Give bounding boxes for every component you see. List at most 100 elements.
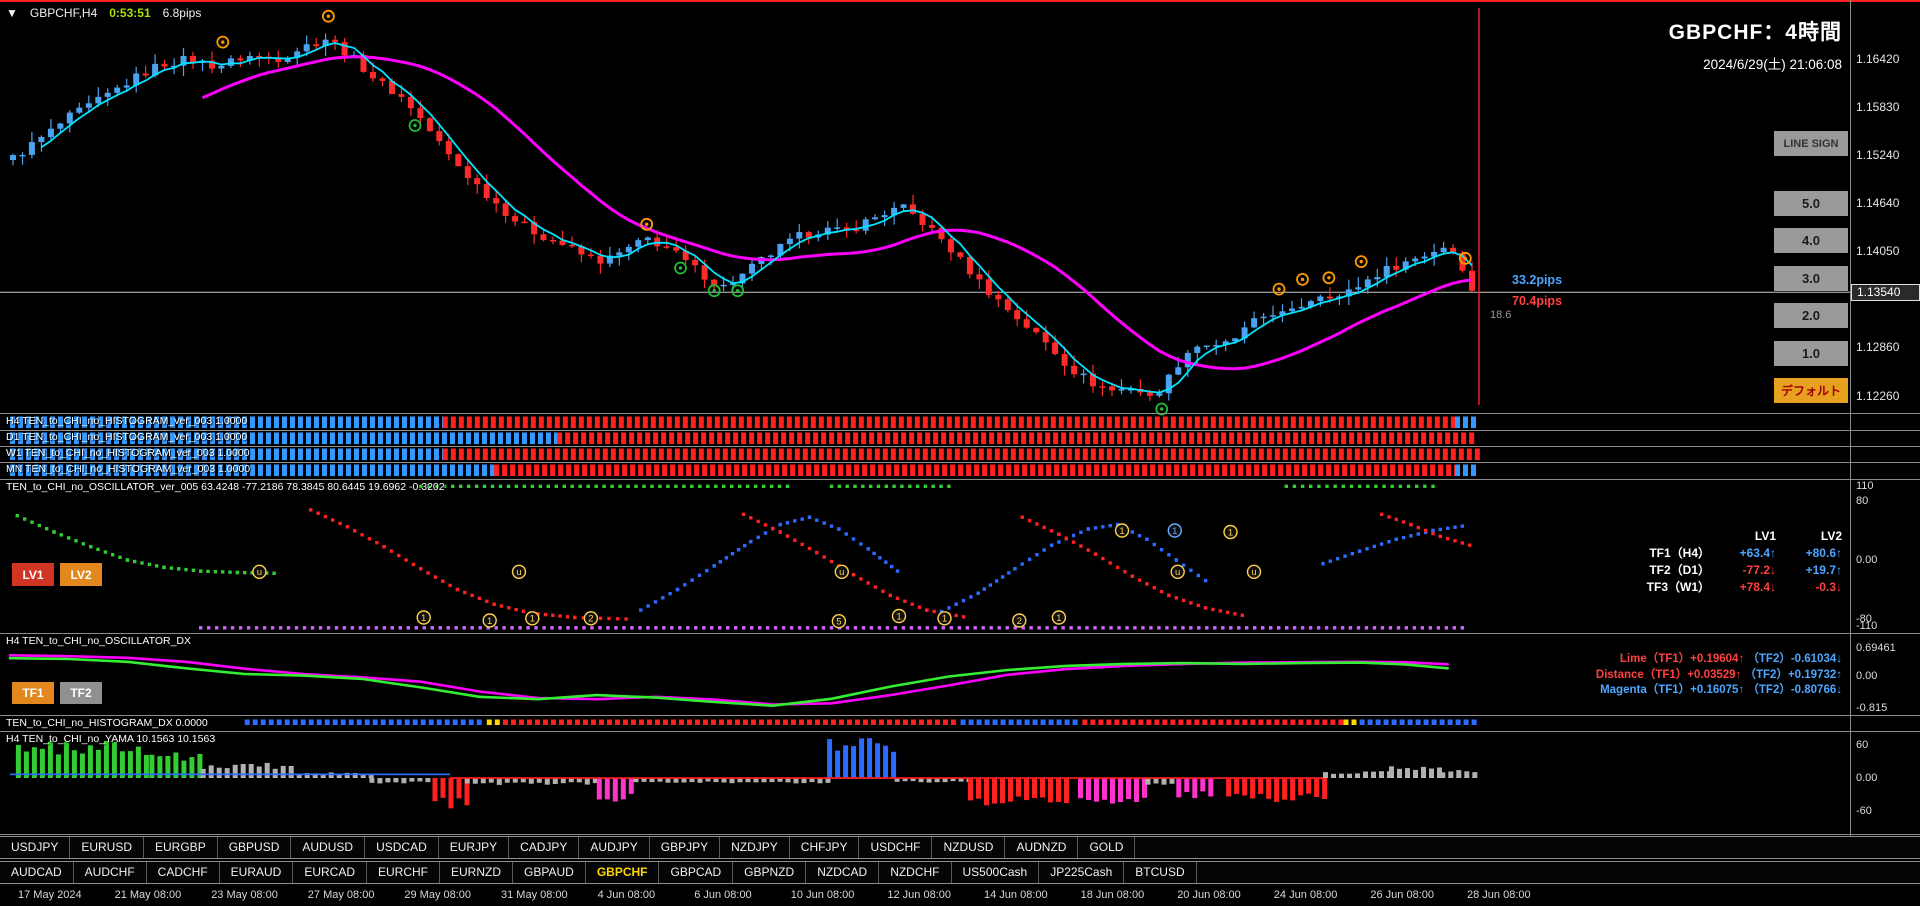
panel-divider	[0, 462, 1920, 463]
svg-text:1: 1	[1056, 613, 1061, 624]
symbol-tab-AUDUSD[interactable]: AUDUSD	[291, 837, 366, 858]
level-button-2-0[interactable]: 2.0	[1774, 303, 1848, 328]
date-label: 26 Jun 08:00	[1370, 889, 1435, 901]
tf1-button[interactable]: TF1	[12, 682, 54, 704]
symbol-tab-EURJPY[interactable]: EURJPY	[439, 837, 510, 858]
level-button-1-0[interactable]: 1.0	[1774, 341, 1848, 366]
price-scale-label: 1.16420	[1856, 52, 1900, 67]
default-button[interactable]: デフォルト	[1774, 378, 1848, 403]
svg-text:u: u	[257, 567, 262, 578]
indicator-scale-label: 0.69461	[1856, 642, 1896, 654]
window-top-accent	[0, 0, 1920, 2]
price-scale: 1.13540 1.16420 1.15830 1.15240 1.14640 1.14…	[1850, 0, 1920, 836]
symbol-tab-NZDCHF[interactable]: NZDCHF	[879, 862, 952, 883]
oscillator-table-cell: +80.6↑	[1805, 546, 1842, 560]
symbol-tab-USDCHF[interactable]: USDCHF	[859, 837, 933, 858]
panel-divider	[0, 479, 1920, 480]
symbol-tab-NZDCAD[interactable]: NZDCAD	[806, 862, 880, 883]
panel-divider	[0, 430, 1920, 431]
symbol-tab-NZDUSD[interactable]: NZDUSD	[932, 837, 1006, 858]
time-axis: 17 May 2024 21 May 08:00 23 May 08:00 27 Ma…	[0, 886, 1850, 906]
symbol-tab-GBPCHF[interactable]: GBPCHF	[586, 862, 660, 883]
svg-text:u: u	[1251, 567, 1256, 578]
svg-text:1: 1	[1228, 527, 1233, 538]
pips-below-label: 70.4pips	[1512, 294, 1563, 308]
dx-legend-line: Lime（TF1）+0.19604↑ （TF2）-0.61034↓	[1619, 653, 1842, 665]
symbol-tab-CADJPY[interactable]: CADJPY	[509, 837, 580, 858]
svg-text:1: 1	[487, 616, 492, 627]
oscillator-table-cell: +78.4↓	[1739, 580, 1776, 594]
lv1-button[interactable]: LV1	[12, 563, 54, 586]
symbol-tab-AUDJPY[interactable]: AUDJPY	[579, 837, 650, 858]
svg-text:1: 1	[1172, 526, 1177, 537]
dx-legend-line: Magenta（TF1）+0.16075↑ （TF2）-0.80766↓	[1600, 684, 1842, 696]
symbol-tab-BTCUSD[interactable]: BTCUSD	[1124, 862, 1197, 883]
oscillator-table-cell: LV2	[1820, 529, 1842, 543]
symbol-tab-USDJPY[interactable]: USDJPY	[0, 837, 71, 858]
chart-datetime: 2024/6/29(土) 21:06:08	[1703, 57, 1842, 72]
lv2-button[interactable]: LV2	[60, 563, 102, 586]
symbol-tab-GOLD[interactable]: GOLD	[1078, 837, 1136, 858]
indicator-scale-label: 0.00	[1856, 772, 1878, 784]
oscillator-table-cell: +63.4↑	[1739, 546, 1776, 560]
price-scale-label: 1.14640	[1856, 196, 1900, 211]
symbol-tab-CADCHF[interactable]: CADCHF	[147, 862, 220, 883]
symbol-tab-EURCHF[interactable]: EURCHF	[367, 862, 441, 883]
price-scale-label: 1.14050	[1856, 244, 1900, 259]
level-button-4-0[interactable]: 4.0	[1774, 228, 1848, 253]
candle-countdown: 0:53:51	[109, 6, 151, 20]
symbol-dropdown-icon[interactable]: ▼	[6, 6, 18, 20]
chart-title: GBPCHF：4時間	[1668, 21, 1842, 44]
symbol-tab-EURNZD[interactable]: EURNZD	[440, 862, 514, 883]
date-label: 6 Jun 08:00	[694, 889, 752, 901]
symbol-tab-USDCAD[interactable]: USDCAD	[365, 837, 439, 858]
symbol-tab-EURGBP[interactable]: EURGBP	[144, 837, 218, 858]
level-button-5-0[interactable]: 5.0	[1774, 191, 1848, 216]
symbol-tab-NZDJPY[interactable]: NZDJPY	[720, 837, 790, 858]
chart-symbol-info: ▼ GBPCHF,H4 0:53:51 6.8pips	[6, 6, 201, 20]
svg-text:1: 1	[1119, 526, 1124, 537]
line-sign-button[interactable]: LINE SIGN	[1774, 131, 1848, 156]
symbol-timeframe-label: GBPCHF,H4	[29, 6, 98, 20]
date-label: 27 May 08:00	[307, 889, 375, 901]
date-label: 21 May 08:00	[114, 889, 182, 901]
dx-legend-line: Distance（TF1）+0.03529↑ （TF2）+0.19732↑	[1595, 668, 1842, 681]
oscillator-table-cell: +19.7↑	[1805, 563, 1842, 577]
symbol-tab-EURUSD[interactable]: EURUSD	[70, 837, 145, 858]
symbol-tab-EURCAD[interactable]: EURCAD	[293, 862, 368, 883]
price-scale-label: 1.15240	[1856, 147, 1900, 162]
svg-text:5: 5	[836, 617, 841, 628]
panel-divider	[0, 446, 1920, 447]
dx-legend: Lime（TF1）+0.19604↑ （TF2）-0.61034↓ Distanc…	[1596, 652, 1842, 699]
indicator-title-oscillator-dx: H4 TEN_to_CHI_no_OSCILLATOR_DX	[6, 635, 192, 647]
indicator-title-histogram-h4: H4 TEN_to_CHI_no_HISTOGRAM_ver_003 1.000…	[6, 415, 248, 427]
symbol-tab-US500Cash[interactable]: US500Cash	[952, 862, 1040, 883]
date-label: 14 Jun 08:00	[984, 889, 1048, 901]
level-button-3-0[interactable]: 3.0	[1774, 266, 1848, 291]
symbol-tab-AUDNZD[interactable]: AUDNZD	[1005, 837, 1079, 858]
symbol-tab-GBPUSD[interactable]: GBPUSD	[218, 837, 292, 858]
indicator-scale-label: 110	[1856, 480, 1874, 492]
symbol-tab-AUDCHF[interactable]: AUDCHF	[74, 862, 147, 883]
indicator-scale-label: 60	[1856, 739, 1869, 751]
panel-divider	[0, 731, 1920, 732]
svg-text:2: 2	[588, 614, 593, 625]
symbol-tab-GBPCAD[interactable]: GBPCAD	[659, 862, 734, 883]
range-value-label: 18.6	[1490, 309, 1512, 321]
symbol-tab-JP225Cash[interactable]: JP225Cash	[1039, 862, 1125, 883]
symbol-tab-AUDCAD[interactable]: AUDCAD	[0, 862, 74, 883]
date-label: 24 Jun 08:00	[1273, 889, 1338, 901]
symbol-tab-GBPAUD[interactable]: GBPAUD	[513, 862, 586, 883]
tf2-button[interactable]: TF2	[60, 682, 102, 704]
price-scale-label: 1.12860	[1856, 340, 1900, 355]
symbol-tab-CHFJPY[interactable]: CHFJPY	[790, 837, 860, 858]
date-label: 10 Jun 08:00	[790, 889, 855, 901]
symbol-tab-EURAUD[interactable]: EURAUD	[220, 862, 294, 883]
indicator-title-histogram-w1: W1 TEN_to_CHI_no_HISTOGRAM_ver_003 1.000…	[6, 447, 250, 459]
symbol-tab-GBPJPY[interactable]: GBPJPY	[650, 837, 721, 858]
symbol-tab-GBPNZD[interactable]: GBPNZD	[733, 862, 807, 883]
svg-text:1: 1	[530, 614, 535, 625]
panel-divider	[0, 633, 1920, 634]
